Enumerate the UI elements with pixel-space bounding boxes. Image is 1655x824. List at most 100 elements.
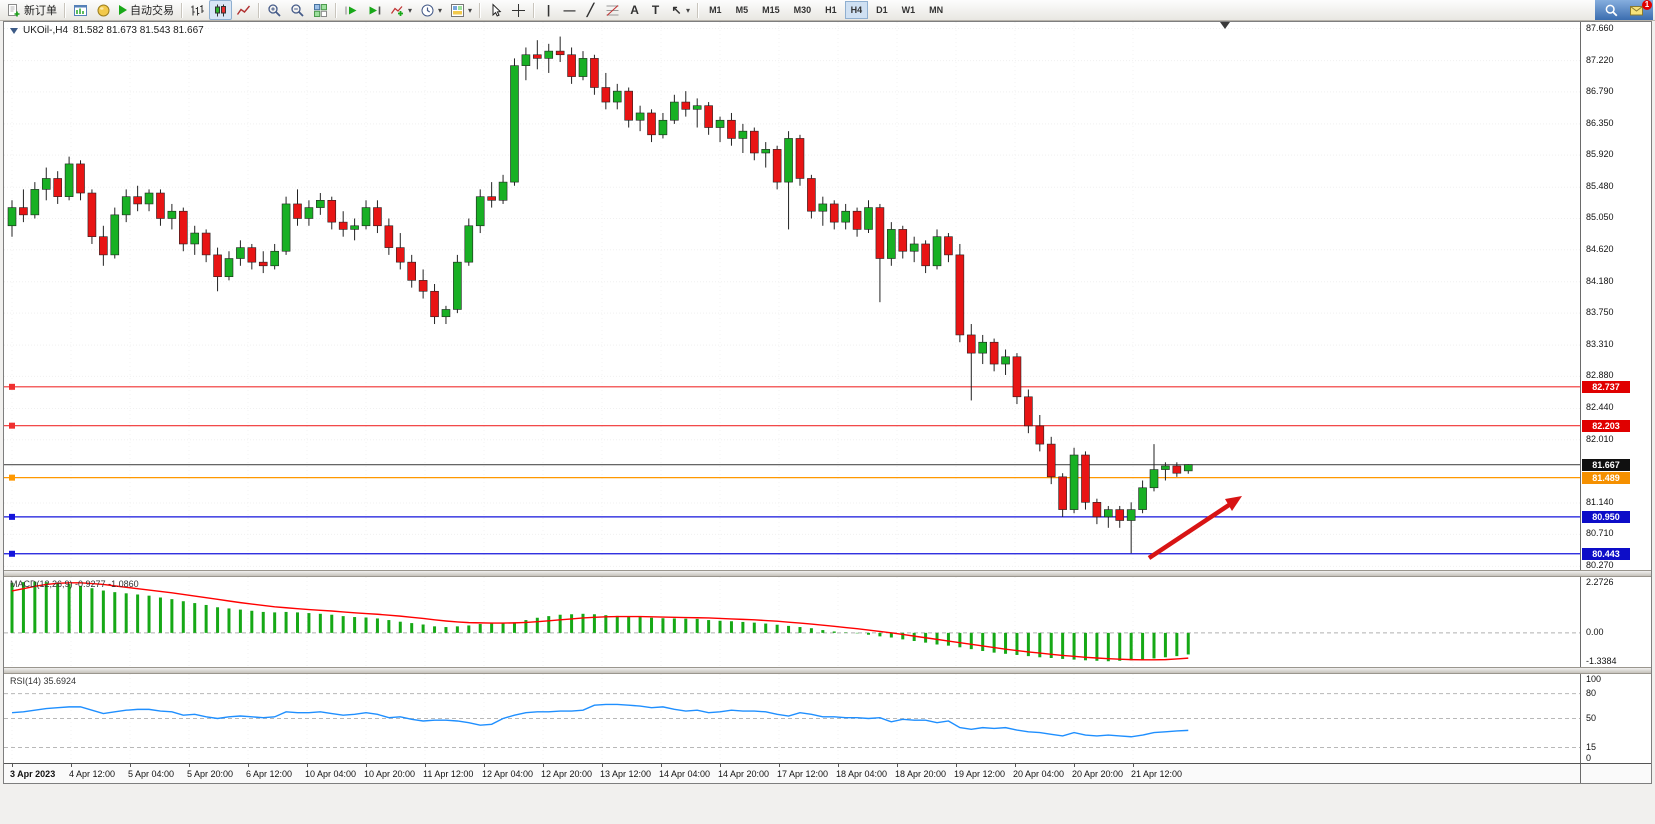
timeframe-button-m30[interactable]: M30 <box>793 5 812 15</box>
macd-chart-area[interactable]: MACD(12,26,9) -0.9277 -1.0860 <box>4 577 1580 667</box>
time-axis-label: 18 Apr 20:00 <box>895 769 947 779</box>
new-order-button[interactable]: 新订单 <box>2 1 61 19</box>
chart-shift-marker[interactable] <box>1220 22 1230 29</box>
dropdown-caret-icon[interactable]: ▾ <box>438 5 443 15</box>
timeframe-button-m1[interactable]: M1 <box>709 5 722 15</box>
horizontal-line-tool-button[interactable]: — <box>559 1 580 19</box>
time-axis-tick <box>779 764 780 767</box>
new-chart-button[interactable] <box>69 1 92 19</box>
rsi-indicator-label: RSI(14) <box>10 676 42 686</box>
bar-chart-button[interactable] <box>186 1 209 19</box>
dropdown-caret-icon[interactable]: ▾ <box>468 5 473 15</box>
timeframe-button-h4[interactable]: H4 <box>844 1 869 19</box>
line-chart-button[interactable] <box>232 1 255 19</box>
fibonacci-tool-button[interactable] <box>601 1 624 19</box>
price-line-badge: 82.737 <box>1582 380 1630 393</box>
timeframe-button-mn[interactable]: MN <box>929 5 944 15</box>
dropdown-caret-icon[interactable]: ▾ <box>408 5 413 15</box>
trendline-icon: ╱ <box>586 3 595 17</box>
toolbar-separator <box>64 2 66 18</box>
price-line-badge: 80.443 <box>1582 547 1630 560</box>
time-axis-labels[interactable]: 3 Apr 2023 4 Apr 12:00 5 Apr 04:00 5 Apr 20… <box>4 764 1580 783</box>
chart-ohlc-values: 81.582 81.673 81.543 81.667 <box>73 25 204 36</box>
timeframe-button-d1[interactable]: D1 <box>876 5 888 15</box>
time-axis-label: 10 Apr 20:00 <box>364 769 416 779</box>
price-axis-label: 82.880 <box>1586 370 1614 381</box>
vertical-line-icon: | <box>546 3 551 17</box>
rsi-axis[interactable]: 100 80 50 15 0 <box>1580 674 1650 763</box>
time-axis-label: 18 Apr 04:00 <box>836 769 888 779</box>
macd-axis[interactable]: 2.2726 0.00 -1.3384 <box>1580 577 1650 667</box>
dropdown-caret-icon[interactable]: ▾ <box>686 5 691 15</box>
cursor-icon <box>492 2 502 17</box>
metaeditor-button[interactable] <box>92 1 115 19</box>
indicators-icon <box>391 5 403 16</box>
trendline-tool-button[interactable]: ╱ <box>580 1 601 19</box>
tile-windows-button[interactable] <box>309 1 332 19</box>
search-icon[interactable] <box>1604 3 1619 18</box>
rsi-canvas[interactable] <box>4 674 1580 763</box>
time-axis-tick <box>661 764 662 767</box>
tile-windows-icon <box>314 3 327 17</box>
one-click-trading-toggle-icon[interactable] <box>10 27 18 34</box>
time-axis-tick <box>425 764 426 767</box>
rsi-label-row: RSI(14) 35.6924 <box>10 676 76 686</box>
new-order-icon <box>8 3 20 16</box>
cursor-button[interactable] <box>484 1 507 19</box>
periods-button[interactable]: ▾ <box>416 1 446 19</box>
rsi-axis-label: 15 <box>1586 741 1597 752</box>
time-axis-label: 4 Apr 12:00 <box>69 769 116 779</box>
main-chart-canvas[interactable] <box>4 22 1580 570</box>
macd-axis-label: 0.00 <box>1586 626 1604 637</box>
time-axis-tick <box>897 764 898 767</box>
timeframe-button-h1[interactable]: H1 <box>825 5 837 15</box>
toolbar-separator <box>533 2 536 18</box>
macd-indicator-label: MACD(12,26,9) <box>10 579 73 589</box>
vertical-line-tool-button[interactable]: | <box>538 1 559 19</box>
text-label-tool-button[interactable]: T <box>645 1 666 19</box>
toolbar-separator <box>335 2 337 18</box>
price-line-badge: 82.203 <box>1582 419 1630 432</box>
timeframe-button-w1[interactable]: W1 <box>901 5 916 15</box>
time-axis[interactable]: 3 Apr 2023 4 Apr 12:00 5 Apr 04:00 5 Apr 20… <box>4 763 1651 783</box>
zoom-out-button[interactable] <box>286 1 309 19</box>
main-pane: UKOil-,H4 81.582 81.673 81.543 81.667 87… <box>4 22 1651 570</box>
horizontal-line-icon: — <box>563 3 576 17</box>
main-chart-area[interactable]: UKOil-,H4 81.582 81.673 81.543 81.667 <box>4 22 1580 570</box>
notification-badge[interactable]: 1 <box>1642 0 1652 10</box>
toolbar-separator <box>258 2 260 18</box>
price-axis-label: 86.350 <box>1586 117 1614 128</box>
autotrading-button[interactable]: 自动交易 <box>115 1 178 19</box>
notifications-mail-icon[interactable] <box>1629 3 1644 18</box>
zoom-in-button[interactable] <box>263 1 286 19</box>
rsi-indicator-value: 35.6924 <box>43 676 77 686</box>
time-axis-tick <box>307 764 308 767</box>
time-axis-tick <box>838 764 839 767</box>
auto-scroll-button[interactable] <box>340 1 363 19</box>
candlestick-chart-button[interactable] <box>209 0 232 20</box>
zoom-out-icon <box>291 3 304 17</box>
arrows-tool-button[interactable]: ↖ ▾ <box>666 1 694 19</box>
rsi-pane-splitter[interactable] <box>4 667 1651 674</box>
time-axis-tick <box>602 764 603 767</box>
timeframe-button-m5[interactable]: M5 <box>735 5 749 15</box>
time-axis-label: 13 Apr 12:00 <box>600 769 652 779</box>
time-axis-tick <box>1074 764 1075 767</box>
arrows-tool-icon: ↖ <box>671 3 682 17</box>
rsi-chart-area[interactable]: RSI(14) 35.6924 <box>4 674 1580 763</box>
time-axis-tick <box>1015 764 1016 767</box>
indicators-button[interactable]: ▾ <box>386 1 416 19</box>
macd-canvas[interactable] <box>4 577 1580 667</box>
price-axis[interactable]: 87.660 87.220 86.790 86.350 85.920 85.480 85.0… <box>1580 22 1650 570</box>
timeframe-button-m15[interactable]: M15 <box>762 5 780 15</box>
toolbar-separator <box>479 2 482 18</box>
macd-pane-splitter[interactable] <box>4 570 1651 577</box>
text-tool-button[interactable]: A <box>624 1 645 19</box>
templates-button[interactable]: ▾ <box>446 1 476 19</box>
toolbar: 新订单 自动交易 ▾ ▾ ▾ <box>0 0 1655 21</box>
crosshair-button[interactable] <box>507 1 530 19</box>
chart-shift-button[interactable] <box>363 1 386 19</box>
text-label-icon: T <box>651 3 660 17</box>
price-axis-label: 86.790 <box>1586 85 1614 96</box>
price-axis-label: 82.440 <box>1586 402 1614 413</box>
